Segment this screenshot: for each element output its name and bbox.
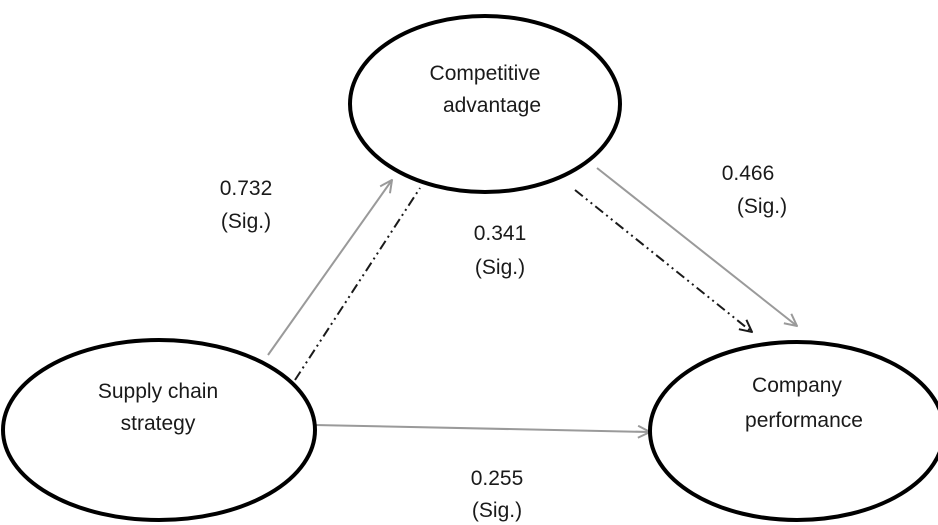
arrow-scs-to-ca bbox=[267, 180, 392, 356]
node-label-line1: Company bbox=[752, 374, 842, 397]
coef-value: 0.466 bbox=[722, 162, 775, 185]
node-label-line2: strategy bbox=[121, 412, 196, 435]
node-label-line1: Competitive bbox=[430, 62, 541, 85]
arrow-scs-to-cp bbox=[313, 424, 650, 432]
coef-ca-to-cp: 0.466 (Sig.) bbox=[722, 162, 787, 218]
node-supply-chain-strategy: Supply chain strategy bbox=[1, 338, 317, 522]
arrow-ca-to-cp-indirect bbox=[574, 189, 752, 332]
node-competitive-advantage: Competitive advantage bbox=[348, 14, 622, 194]
coef-scs-to-ca: 0.732 (Sig.) bbox=[220, 177, 273, 233]
coef-sig: (Sig.) bbox=[475, 256, 525, 279]
coef-scs-to-cp-indirect: 0.341 (Sig.) bbox=[474, 222, 527, 279]
coef-value: 0.732 bbox=[220, 177, 273, 200]
node-label-line2: performance bbox=[745, 409, 863, 432]
coef-value: 0.341 bbox=[474, 222, 527, 245]
node-label-line1: Supply chain bbox=[98, 380, 218, 403]
coef-sig: (Sig.) bbox=[737, 195, 787, 218]
coef-value: 0.255 bbox=[471, 467, 524, 490]
coef-sig: (Sig.) bbox=[472, 499, 522, 522]
node-company-performance: Company performance bbox=[648, 340, 938, 522]
coef-scs-to-cp-direct: 0.255 (Sig.) bbox=[471, 467, 524, 522]
arrow-ca-to-cp bbox=[596, 167, 797, 326]
arrow-scs-to-ca-indirect bbox=[294, 187, 421, 381]
coef-sig: (Sig.) bbox=[221, 210, 271, 233]
node-label-line2: advantage bbox=[443, 94, 541, 117]
